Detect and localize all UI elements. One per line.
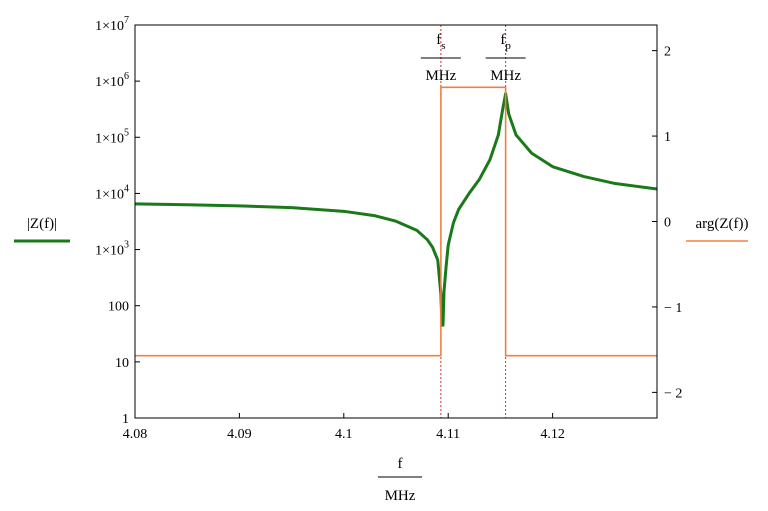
y-right-tick-label: − 2 bbox=[664, 386, 682, 401]
marker-unit: MHz bbox=[425, 68, 456, 84]
y-left-tick-label: 1×103 bbox=[95, 240, 129, 259]
y-left-tick-mantissa: 1×10 bbox=[95, 244, 124, 259]
y-right-tick-label: 0 bbox=[664, 216, 671, 231]
y-left-tick-exponent: 4 bbox=[124, 183, 129, 194]
y-right-axis-label-text: arg(Z(f)) bbox=[695, 216, 748, 232]
x-tick-label: 4.1 bbox=[335, 427, 353, 442]
marker-label-p: fp MHz bbox=[485, 32, 526, 84]
y-right-axis-label: arg(Z(f)) bbox=[686, 216, 749, 242]
x-tick-label: 4.11 bbox=[436, 427, 460, 442]
marker-label-s: fs MHz bbox=[420, 32, 461, 84]
y-left-tick-exponent: 3 bbox=[124, 240, 129, 251]
x-axis-label-numerator: f bbox=[398, 456, 403, 472]
x-tick-label: 4.08 bbox=[123, 427, 148, 442]
y-left-tick-mantissa: 1×10 bbox=[95, 75, 124, 90]
marker-name-base: f bbox=[436, 32, 441, 48]
y-left-tick-label: 100 bbox=[108, 300, 129, 315]
y-left-tick-label: 10 bbox=[115, 356, 129, 371]
y-left-tick-label: 1×105 bbox=[95, 127, 129, 146]
y-left-tick-mantissa: 1×10 bbox=[95, 131, 124, 146]
marker-name-subscript: p bbox=[505, 40, 511, 52]
y-left-tick-label: 1×104 bbox=[95, 183, 129, 202]
marker-name-subscript: s bbox=[441, 40, 445, 52]
y-left-tick-exponent: 7 bbox=[124, 15, 129, 26]
y-left-tick-exponent: 6 bbox=[124, 71, 129, 82]
marker-name-base: f bbox=[500, 32, 505, 48]
y-left-tick-label: 1 bbox=[122, 412, 129, 427]
y-left-tick-mantissa: 1×10 bbox=[95, 187, 124, 202]
y-right-tick-label: − 1 bbox=[664, 301, 682, 316]
marker-name: fs bbox=[436, 32, 445, 52]
y-left-axis-label: |Z(f)| bbox=[14, 216, 70, 243]
y-left-tick-label: 1×106 bbox=[95, 71, 129, 90]
x-axis-label: f MHz bbox=[378, 456, 422, 504]
series-line-phase bbox=[135, 86, 657, 357]
y-right-tick-label: 2 bbox=[664, 45, 671, 60]
y-left-axis-label-text: |Z(f)| bbox=[27, 216, 57, 232]
marker-name: fp bbox=[500, 32, 511, 52]
x-tick-label: 4.12 bbox=[540, 427, 565, 442]
y-left-tick-label: 1×107 bbox=[95, 15, 129, 34]
marker-unit: MHz bbox=[490, 68, 521, 84]
y-left-tick-mantissa: 1×10 bbox=[95, 19, 124, 34]
x-axis-label-denominator: MHz bbox=[385, 488, 416, 504]
y-left-tick-exponent: 5 bbox=[124, 127, 129, 138]
x-tick-label: 4.09 bbox=[227, 427, 252, 442]
series-line-magnitude bbox=[134, 92, 658, 327]
y-right-tick-label: 1 bbox=[664, 130, 671, 145]
